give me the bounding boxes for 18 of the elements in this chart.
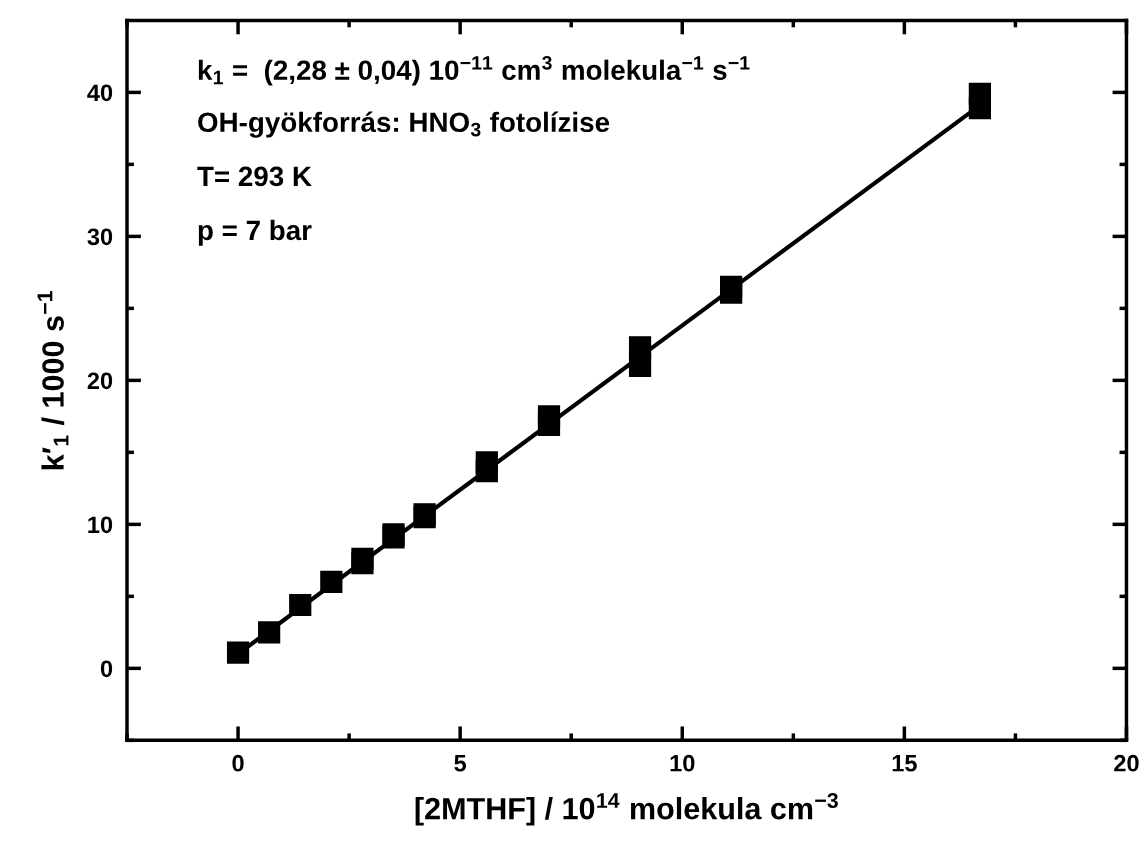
- x-axis-title: [2MTHF] / 10$^{14}$ molekula cm$^{−3}$: [415, 792, 838, 826]
- y-tick-label: 30: [87, 228, 113, 246]
- point: [968, 82, 991, 105]
- y-tick-label: 40: [87, 84, 113, 102]
- x-tick-label: 10: [670, 754, 695, 772]
- y-axis-title: k′$_{1}$ / 1000 s$^{−1}$: [37, 290, 69, 470]
- annotation: T= 293 K: [197, 166, 312, 187]
- annotation: p = 7 bar: [198, 219, 312, 246]
- y-tick-label: 20: [87, 372, 113, 390]
- annotation: OH-gyökforrás: HNO$_{3}$ fotolízise: [198, 111, 610, 138]
- x-tick-label: 15: [892, 755, 917, 772]
- point: [226, 641, 250, 664]
- x-tick-label: 20: [1114, 754, 1139, 772]
- x-tick-label: 0: [232, 754, 244, 772]
- text: k$_{1}$ = (2,28 ± 0,04) 10$^{−11}$ cm$^{3}$ molekula$^{−1}$ s$^{−1}$: [198, 55, 750, 86]
- x-tick-label: 5: [454, 755, 467, 772]
- y-tick-label: 0: [100, 660, 113, 678]
- y-tick-label: 10: [88, 516, 113, 534]
